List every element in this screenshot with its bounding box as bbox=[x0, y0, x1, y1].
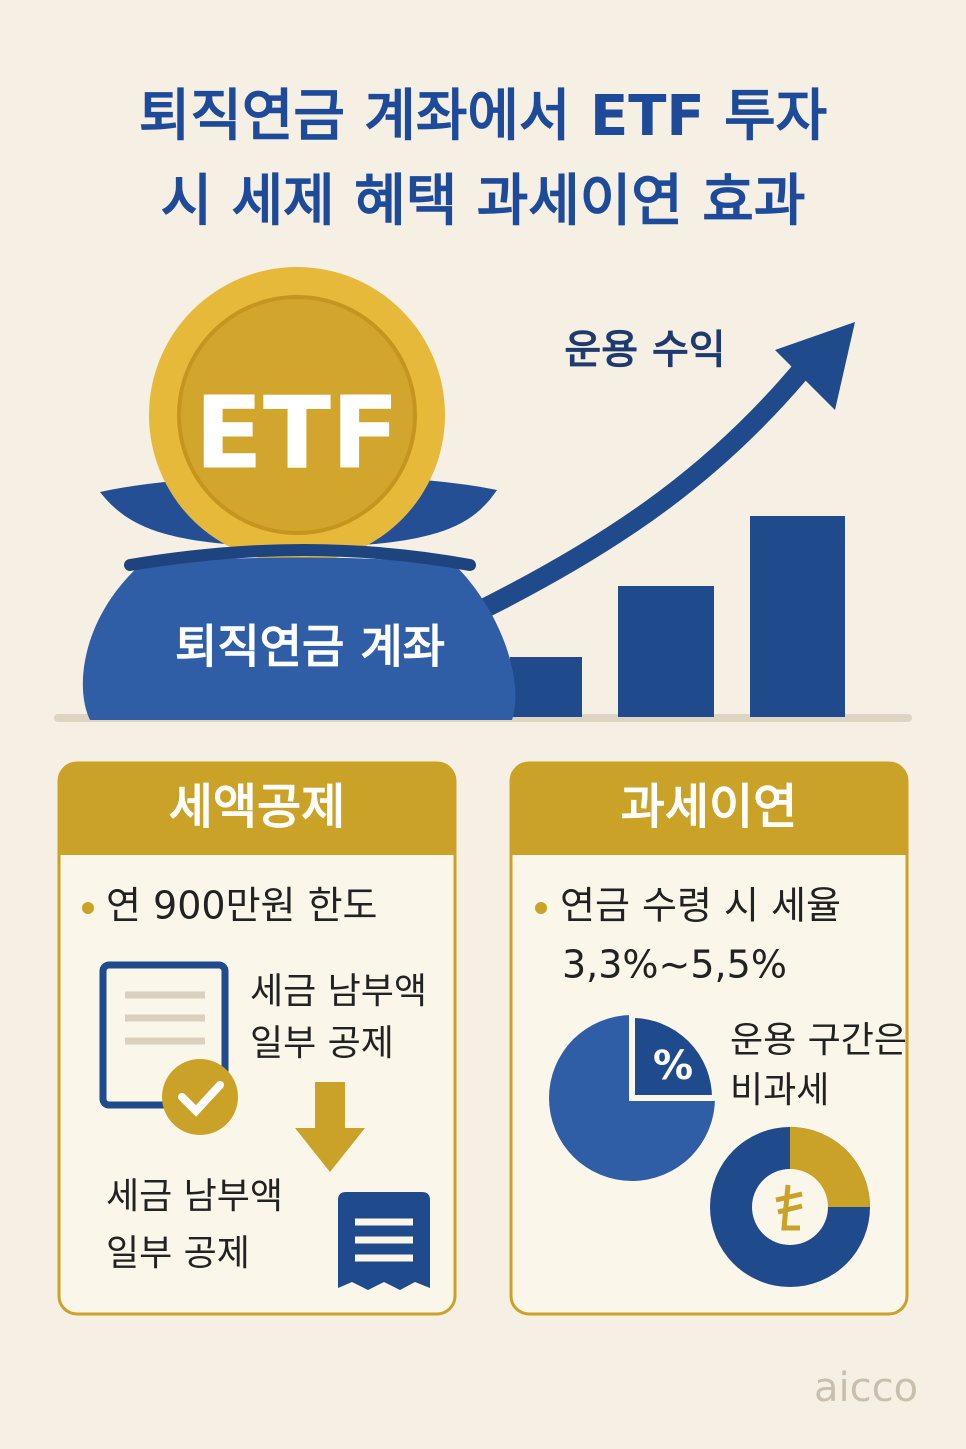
title-line: 퇴직연금 계좌에서 ETF 투자 bbox=[139, 84, 827, 149]
card-title: 과세이연 bbox=[621, 779, 798, 835]
pie-slice bbox=[629, 1011, 719, 1101]
bullet-dot bbox=[535, 902, 547, 914]
bar-icon bbox=[510, 657, 582, 717]
coin-label: ETF bbox=[195, 374, 400, 491]
check-icon bbox=[162, 1059, 238, 1135]
card-header bbox=[511, 763, 907, 855]
note-line: 운용 구간은 bbox=[730, 1020, 907, 1061]
note-line: 세금 남부액 bbox=[250, 971, 427, 1012]
note-line: 일부 공제 bbox=[106, 1233, 250, 1274]
growth-arrow bbox=[480, 353, 818, 617]
pie-symbol: % bbox=[653, 1043, 693, 1089]
growth-arrowhead bbox=[775, 322, 855, 410]
note-line: 일부 공제 bbox=[250, 1023, 394, 1064]
title-line: 시 세제 혜택 과세이연 효과 bbox=[161, 169, 806, 234]
bullet-text: 연금 수령 시 세율 bbox=[560, 884, 841, 928]
note-line: 비과세 bbox=[730, 1070, 829, 1111]
growth-label: 운용 수익 bbox=[564, 327, 725, 373]
logo: aicco bbox=[814, 1365, 918, 1411]
card-header bbox=[59, 763, 455, 855]
note-line: 세금 남부액 bbox=[106, 1176, 283, 1217]
bag-tie bbox=[124, 544, 476, 571]
bar-icon bbox=[618, 586, 714, 717]
check-mark bbox=[178, 1081, 224, 1117]
card-title: 세액공제 bbox=[169, 779, 346, 835]
bullet-text: 연 900만원 한도 bbox=[106, 884, 378, 928]
bag-body bbox=[82, 557, 516, 720]
bar-icon bbox=[750, 516, 845, 717]
bullet-dot bbox=[82, 902, 94, 914]
bullet-text: 3,3%~5,5% bbox=[562, 943, 787, 987]
coin-inner bbox=[177, 295, 417, 535]
down-arrow bbox=[295, 1082, 365, 1172]
bag-label: 퇴직연금 계좌 bbox=[175, 620, 445, 674]
currency-icon bbox=[775, 1184, 803, 1231]
